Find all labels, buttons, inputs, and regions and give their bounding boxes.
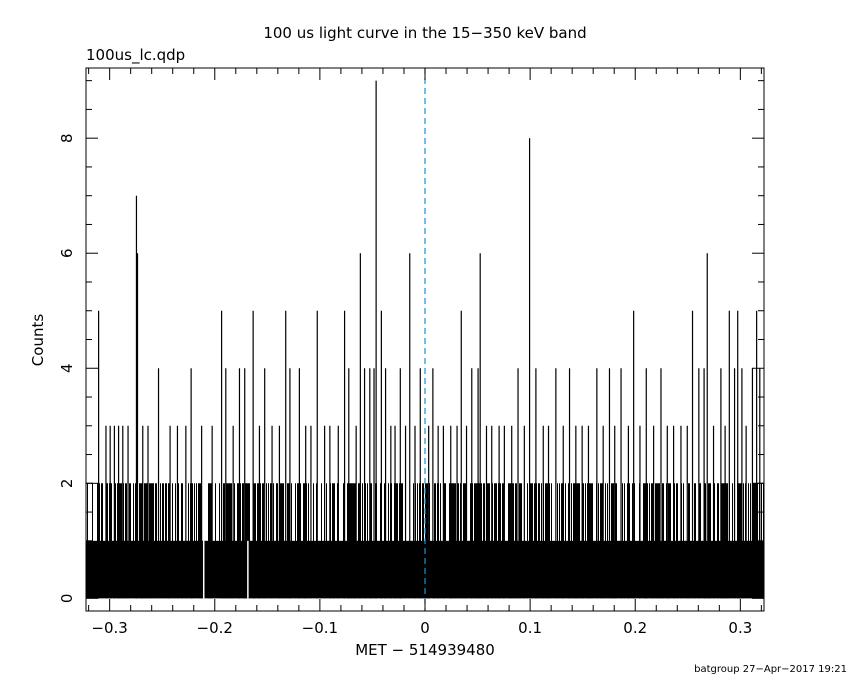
- footer-stamp: batgroup 27−Apr−2017 19:21: [694, 664, 847, 675]
- x-tick-label: −0.1: [302, 619, 338, 637]
- x-tick-label: −0.2: [197, 619, 233, 637]
- file-label: 100us_lc.qdp: [86, 46, 185, 65]
- x-tick-label: 0: [420, 619, 430, 637]
- x-tick-label: −0.3: [91, 619, 127, 637]
- y-axis-label: Counts: [29, 314, 47, 367]
- x-tick-label: 0.1: [518, 619, 542, 637]
- chart-title: 100 us light curve in the 15−350 keV ban…: [263, 24, 586, 42]
- axis-ticks: −0.3 −0.2 −0.1 0 0.1 0.2 0.3 0 2 4 6 8: [58, 68, 764, 637]
- x-tick-label: 0.3: [728, 619, 752, 637]
- y-tick-label: 2: [58, 479, 76, 489]
- x-axis-label: MET − 514939480: [355, 641, 495, 659]
- y-tick-label: 4: [58, 363, 76, 373]
- y-tick-label: 6: [58, 248, 76, 258]
- y-tick-label: 8: [58, 133, 76, 143]
- y-tick-label: 0: [58, 594, 76, 604]
- x-tick-label: 0.2: [623, 619, 647, 637]
